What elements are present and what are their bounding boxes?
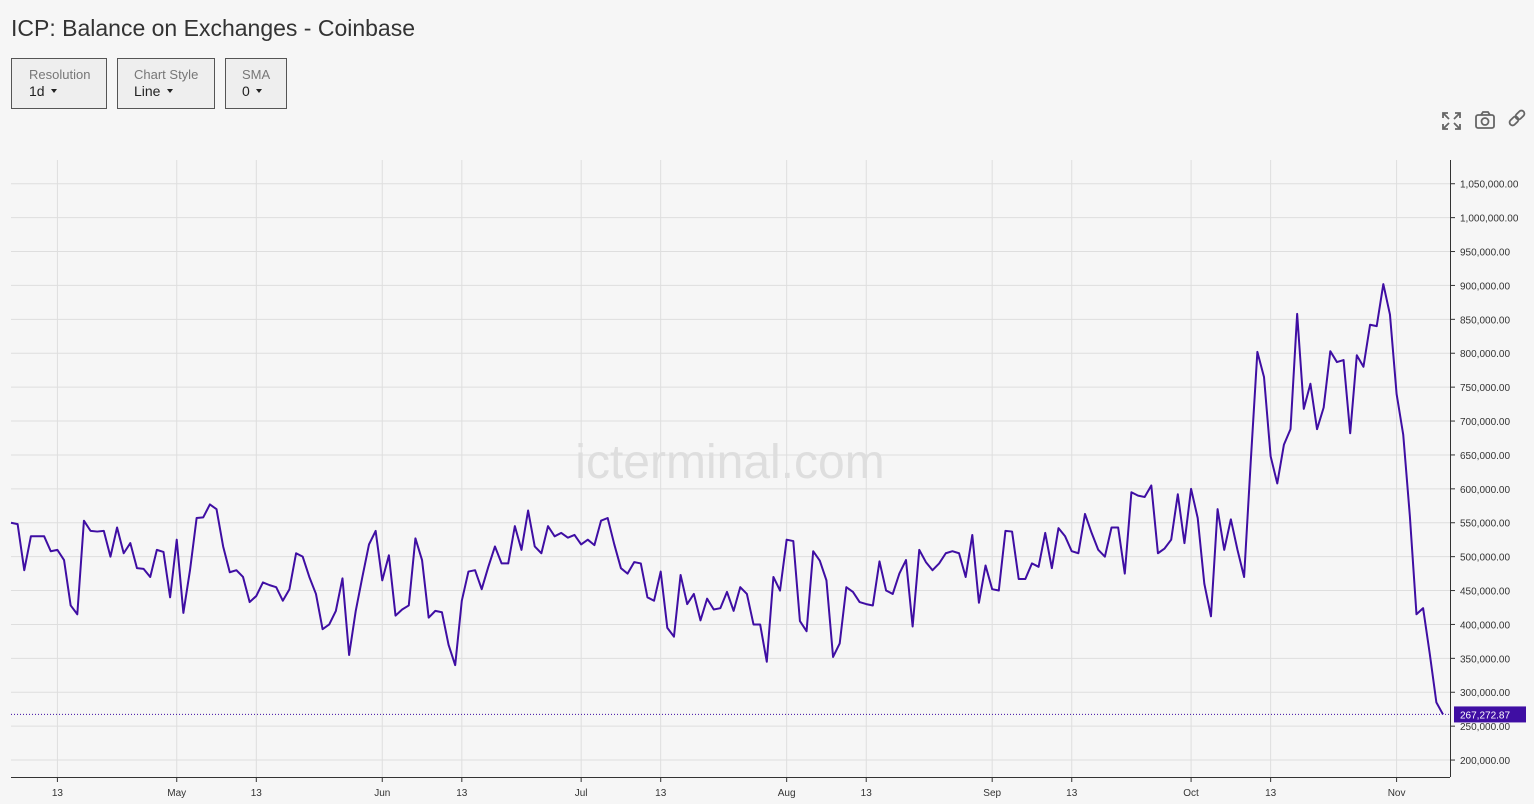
y-tick-label: 450,000.00 — [1460, 587, 1510, 598]
x-tick-label: Sep — [983, 788, 1001, 799]
y-tick-label: 350,000.00 — [1460, 654, 1510, 665]
x-tick-label: 13 — [861, 788, 873, 799]
x-tick-label: 13 — [456, 788, 468, 799]
current-value-box — [1454, 706, 1526, 723]
control-value: 1d — [29, 83, 45, 99]
x-tick-label: May — [167, 788, 186, 799]
y-tick-label: 650,000.00 — [1460, 451, 1510, 462]
x-tick-label: Aug — [778, 788, 796, 799]
y-tick-label: 800,000.00 — [1460, 349, 1510, 360]
x-tick-label: 13 — [251, 788, 263, 799]
y-tick-label: 500,000.00 — [1460, 553, 1510, 564]
series-line — [10, 283, 1444, 715]
control-sma[interactable]: SMA 0 — [225, 58, 287, 109]
y-tick-label: 950,000.00 — [1460, 248, 1510, 259]
control-label: Resolution — [29, 67, 90, 82]
link-icon[interactable] — [1508, 109, 1526, 127]
grid — [11, 160, 1450, 777]
x-tick-label: Jul — [575, 788, 588, 799]
control-value: Line — [134, 83, 161, 99]
y-tick-label: 550,000.00 — [1460, 519, 1510, 530]
x-tick-label: 13 — [1265, 788, 1277, 799]
current-value-label: 267,272.87 — [1460, 710, 1510, 721]
x-tick-label: 13 — [52, 788, 64, 799]
y-tick-label: 1,050,000.00 — [1460, 180, 1519, 191]
y-tick-label: 850,000.00 — [1460, 315, 1510, 326]
control-label: SMA — [242, 67, 271, 82]
y-tick-label: 750,000.00 — [1460, 383, 1510, 394]
y-tick-label: 700,000.00 — [1460, 417, 1510, 428]
x-tick-label: Jun — [374, 788, 390, 799]
control-value: 0 — [242, 83, 250, 99]
y-tick-label: 250,000.00 — [1460, 722, 1510, 733]
y-tick-label: 300,000.00 — [1460, 688, 1510, 699]
y-tick-label: 400,000.00 — [1460, 620, 1510, 631]
fullscreen-icon[interactable] — [1442, 112, 1461, 130]
screenshot-icon[interactable] — [1475, 111, 1495, 129]
x-tick-label: Oct — [1183, 788, 1199, 799]
chart-title: ICP: Balance on Exchanges - Coinbase — [11, 15, 415, 41]
control-label: Chart Style — [134, 67, 198, 82]
watermark: icterminal.com — [575, 436, 884, 489]
x-tick-label: 13 — [1066, 788, 1078, 799]
x-tick-label: 13 — [655, 788, 667, 799]
y-tick-label: 600,000.00 — [1460, 485, 1510, 496]
y-tick-label: 200,000.00 — [1460, 756, 1510, 767]
x-tick-label: Nov — [1388, 788, 1406, 799]
y-tick-label: 900,000.00 — [1460, 281, 1510, 292]
control-chart-style[interactable]: Chart Style Line — [117, 58, 215, 109]
control-resolution[interactable]: Resolution 1d — [11, 58, 107, 109]
y-tick-label: 1,000,000.00 — [1460, 214, 1519, 225]
